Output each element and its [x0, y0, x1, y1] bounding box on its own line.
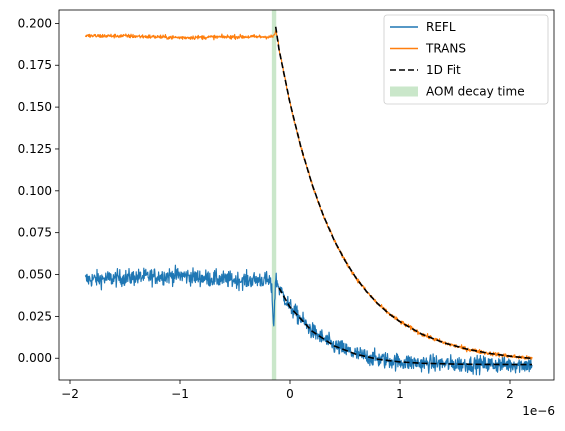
legend-label-aom-decay-time: AOM decay time	[426, 85, 525, 99]
legend-label-refl: REFL	[426, 20, 456, 34]
y-tick-label: 0.050	[18, 268, 52, 282]
aom-decay-band	[271, 10, 277, 380]
y-tick-label: 0.025	[18, 309, 52, 323]
x-tick-label: 1	[396, 387, 404, 401]
series-1d-fit-line-0	[274, 26, 533, 360]
y-tick-label: 0.175	[18, 58, 52, 72]
x-axis-ticks: −2 −1 0 1 2	[61, 380, 514, 401]
y-tick-label: 0.125	[18, 142, 52, 156]
x-tick-label: 0	[286, 387, 294, 401]
y-tick-label: 0.150	[18, 100, 52, 114]
y-tick-label: 0.000	[18, 351, 52, 365]
legend-label-trans: TRANS	[425, 42, 466, 56]
series-refl-line-0	[84, 264, 271, 292]
legend-label-1d-fit: 1D Fit	[426, 63, 461, 77]
legend-swatch-aom-decay-time	[390, 86, 418, 97]
series-trans-line-0	[84, 33, 274, 41]
band-layer	[271, 10, 277, 380]
series-layer	[84, 26, 533, 376]
series-1d-fit-line-1	[278, 287, 533, 366]
y-axis-ticks: 0.000 0.025 0.050 0.075 0.100 0.125 0.150 0.175…	[18, 16, 59, 365]
x-tick-label: 2	[506, 387, 514, 401]
x-tick-label: −1	[171, 387, 189, 401]
y-tick-label: 0.075	[18, 226, 52, 240]
legend-box	[383, 14, 549, 105]
axes-frame	[58, 9, 555, 381]
x-tick-label: −2	[61, 387, 79, 401]
y-tick-label: 0.200	[18, 16, 52, 30]
y-tick-label: 0.100	[18, 184, 52, 198]
legend: REFL TRANS 1D Fit AOM decay time	[383, 14, 549, 105]
x-axis-offset-label: 1e−6	[522, 404, 555, 418]
series-refl-line-1	[269, 272, 533, 376]
